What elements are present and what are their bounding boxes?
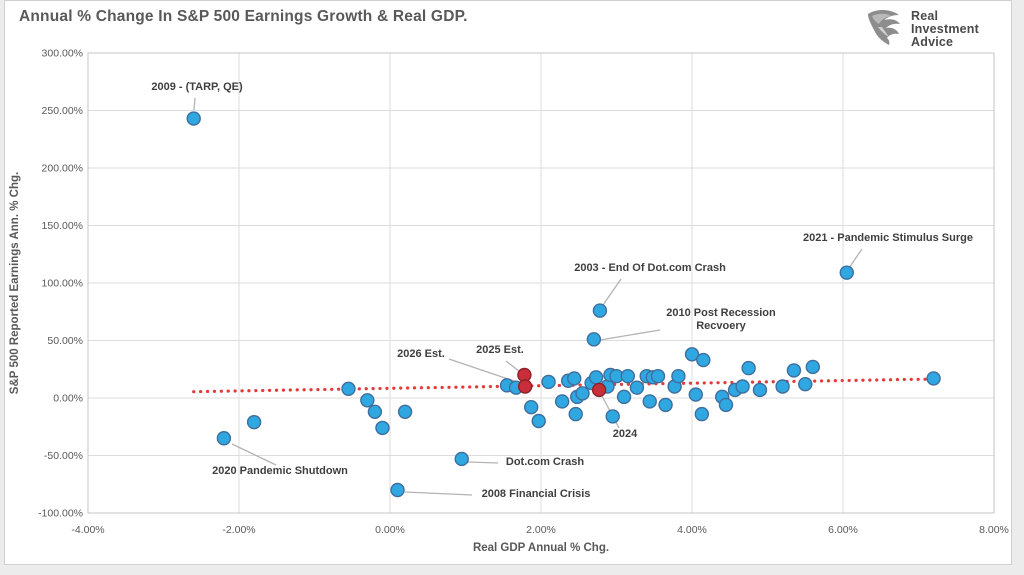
annotation-label: 2025 Est. <box>476 344 524 356</box>
data-point-historical <box>798 377 813 392</box>
data-point-historical <box>397 404 413 419</box>
annotation-leader-line <box>448 358 518 383</box>
data-point-historical <box>650 368 666 384</box>
annotation-leader-line <box>505 360 520 372</box>
annotation-leader-line <box>404 491 473 496</box>
y-tick-label: 250.00% <box>42 105 83 117</box>
annotation-leader-line <box>599 329 661 341</box>
annotation-leader-line <box>467 461 499 464</box>
data-point-historical <box>629 380 645 395</box>
y-tick-label: 150.00% <box>42 220 83 232</box>
data-point-historical <box>367 404 383 419</box>
plot-border <box>87 52 995 514</box>
data-point-historical <box>554 394 570 409</box>
data-point-historical <box>568 406 583 422</box>
x-tick-label: -2.00% <box>222 524 255 536</box>
x-tick-label: -4.00% <box>71 524 104 536</box>
data-point-historical <box>186 111 201 126</box>
data-point-estimates <box>591 382 607 398</box>
data-point-historical <box>605 409 620 424</box>
data-point-historical <box>658 397 673 413</box>
annotation-label: Recvoery <box>696 320 746 332</box>
data-point-estimates <box>517 379 533 394</box>
eagle-icon <box>864 7 904 52</box>
annotation-label: 2021 - Pandemic Stimulus Surge <box>803 232 973 244</box>
annotation-leader-line <box>848 248 863 269</box>
annotation-label: 2009 - (TARP, QE) <box>151 81 243 93</box>
logo-line-2: Investment <box>911 22 979 36</box>
data-point-historical <box>586 332 602 347</box>
annotation-leader-line <box>602 278 622 306</box>
x-tick-label: 2.00% <box>526 524 556 536</box>
data-point-historical <box>531 413 546 429</box>
data-point-historical <box>620 368 636 384</box>
y-tick-label: 200.00% <box>42 163 83 175</box>
data-point-historical <box>375 420 390 436</box>
data-point-historical <box>805 359 820 375</box>
y-axis-title: S&P 500 Reported Earnings Ann. % Chg. <box>9 172 21 394</box>
x-axis-title: Real GDP Annual % Chg. <box>473 542 609 554</box>
x-tick-label: 0.00% <box>375 524 405 536</box>
logo-line-1: Real <box>911 9 939 23</box>
logo-line-3: Advice <box>911 35 954 49</box>
data-point-historical <box>216 431 232 446</box>
data-point-historical <box>735 379 750 394</box>
data-point-historical <box>454 451 469 467</box>
annotation-label: 2003 - End Of Dot.com Crash <box>574 262 726 274</box>
annotation-label: 2008 Financial Crisis <box>482 488 591 500</box>
annotation-label: Dot.com Crash <box>506 456 585 468</box>
y-tick-label: 0.00% <box>53 393 83 405</box>
data-point-historical <box>541 374 556 390</box>
data-point-historical <box>696 352 711 368</box>
trendline <box>192 377 936 394</box>
y-tick-label: 300.00% <box>42 48 83 60</box>
annotation-leader-line <box>193 97 196 111</box>
data-point-historical <box>246 414 262 430</box>
data-point-historical <box>786 363 802 378</box>
data-point-historical <box>390 482 405 498</box>
data-point-historical <box>926 371 941 386</box>
annotation-leader-line <box>231 443 277 466</box>
data-point-historical <box>360 393 375 408</box>
data-point-historical <box>616 389 632 405</box>
data-point-historical <box>642 394 657 409</box>
data-point-historical <box>741 360 756 376</box>
data-point-historical <box>588 370 604 385</box>
chart-title: Annual % Change In S&P 500 Earnings Grow… <box>19 8 468 25</box>
data-point-historical <box>752 382 768 398</box>
data-point-historical <box>592 303 608 318</box>
annotation-label: 2026 Est. <box>397 348 445 360</box>
y-tick-label: 50.00% <box>47 335 83 347</box>
data-point-historical <box>671 368 686 384</box>
y-tick-label: -50.00% <box>44 450 83 462</box>
brand-logo: Real Investment Advice <box>864 7 979 52</box>
data-point-historical <box>775 379 790 394</box>
data-point-historical <box>718 397 734 413</box>
x-tick-label: 8.00% <box>979 524 1009 536</box>
y-tick-label: 100.00% <box>42 278 83 290</box>
data-point-historical <box>575 386 590 401</box>
data-point-historical <box>839 265 854 280</box>
data-point-historical <box>688 387 703 402</box>
data-point-historical <box>694 406 710 422</box>
y-tick-label: -100.00% <box>38 508 83 520</box>
data-point-historical <box>567 371 582 386</box>
logo-text: Real Investment Advice <box>911 10 979 49</box>
data-point-historical <box>684 347 700 362</box>
annotation-label: 2024 <box>613 428 638 440</box>
x-tick-label: 4.00% <box>677 524 707 536</box>
x-tick-label: 6.00% <box>828 524 858 536</box>
data-point-historical <box>341 381 356 396</box>
data-point-historical <box>523 400 539 415</box>
annotation-label: 2020 Pandemic Shutdown <box>212 465 348 477</box>
annotation-label: 2010 Post Recession <box>666 307 776 319</box>
